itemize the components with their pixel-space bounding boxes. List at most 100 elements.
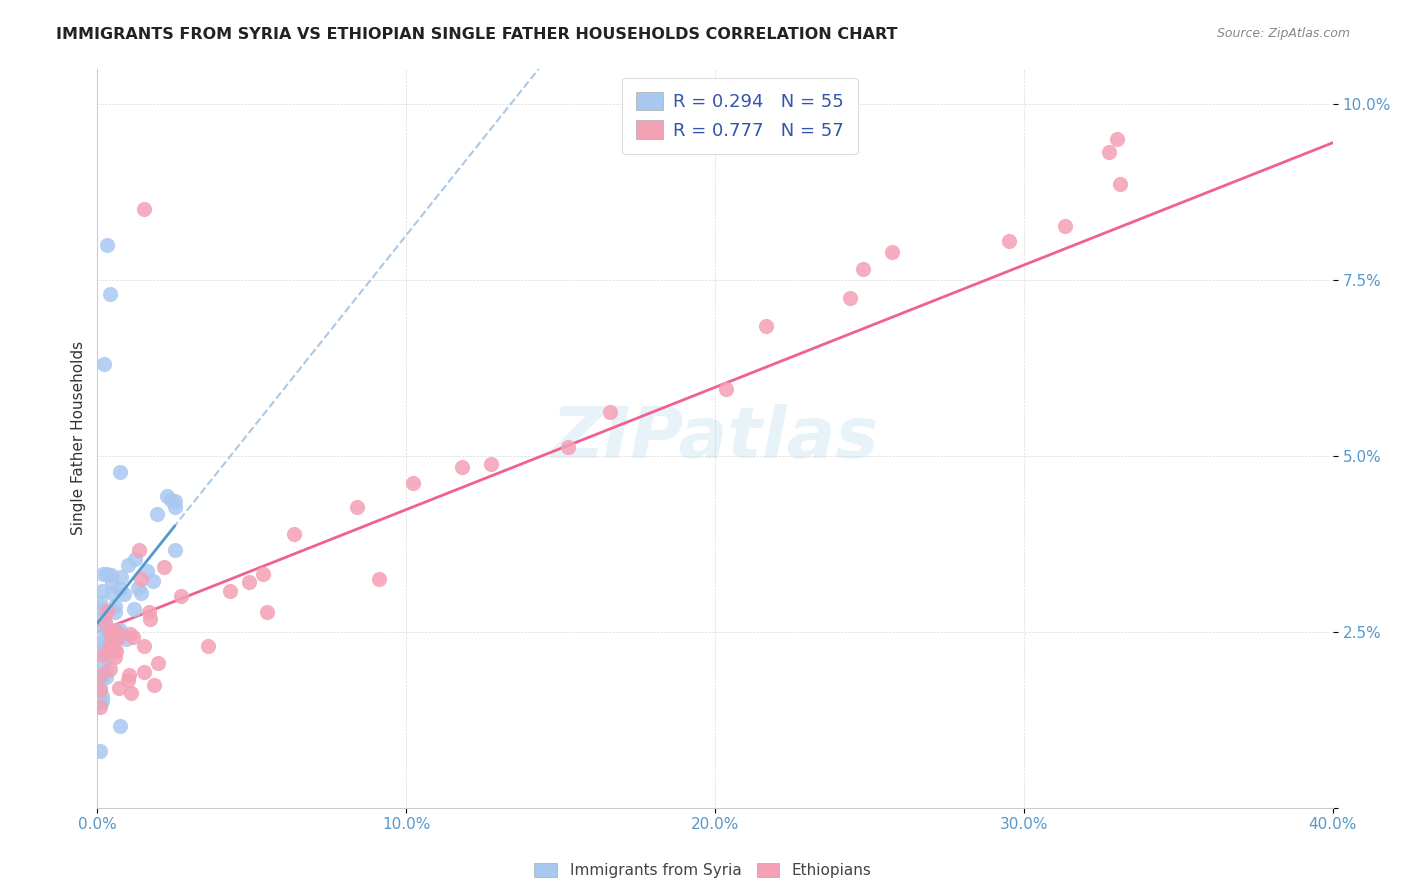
Point <box>132 665 155 680</box>
Legend: R = 0.294   N = 55, R = 0.777   N = 57: R = 0.294 N = 55, R = 0.777 N = 57 <box>621 78 858 154</box>
Point <box>156 489 179 503</box>
Text: Source: ZipAtlas.com: Source: ZipAtlas.com <box>1216 27 1350 40</box>
Point <box>89 700 111 714</box>
Point <box>96 237 118 252</box>
Point <box>128 543 150 558</box>
Point <box>110 570 132 584</box>
Point <box>129 573 152 587</box>
Point <box>89 683 111 698</box>
Point <box>108 465 131 479</box>
Point <box>163 542 186 557</box>
Point <box>252 566 274 581</box>
Point <box>90 641 112 656</box>
Point <box>89 681 111 695</box>
Point <box>96 604 118 618</box>
Point <box>142 574 165 588</box>
Point <box>90 669 112 683</box>
Point <box>368 572 391 586</box>
Point <box>283 527 305 541</box>
Point <box>90 689 112 703</box>
Point <box>94 616 117 631</box>
Point <box>1108 177 1130 191</box>
Point <box>93 615 115 630</box>
Point <box>132 640 155 654</box>
Point <box>94 669 117 683</box>
Point <box>101 641 124 656</box>
Point <box>118 627 141 641</box>
Point <box>755 319 778 334</box>
Point <box>104 599 127 613</box>
Point <box>557 440 579 454</box>
Point <box>103 632 125 647</box>
Point <box>89 696 111 710</box>
Point <box>91 633 114 648</box>
Point <box>163 500 186 514</box>
Point <box>120 686 142 700</box>
Point <box>98 625 121 640</box>
Point <box>716 382 738 396</box>
Point <box>450 460 472 475</box>
Point <box>89 595 111 609</box>
Text: IMMIGRANTS FROM SYRIA VS ETHIOPIAN SINGLE FATHER HOUSEHOLDS CORRELATION CHART: IMMIGRANTS FROM SYRIA VS ETHIOPIAN SINGL… <box>56 27 898 42</box>
Point <box>256 605 278 619</box>
Point <box>160 492 183 507</box>
Point <box>89 744 111 758</box>
Point <box>170 589 193 603</box>
Point <box>197 639 219 653</box>
Point <box>127 581 149 595</box>
Point <box>238 574 260 589</box>
Point <box>1105 132 1128 146</box>
Point <box>100 640 122 655</box>
Point <box>101 575 124 590</box>
Point <box>1053 219 1076 233</box>
Point <box>108 582 131 596</box>
Point <box>98 662 121 676</box>
Point <box>145 508 167 522</box>
Point <box>89 672 111 686</box>
Point <box>100 568 122 582</box>
Point <box>122 630 145 644</box>
Point <box>110 623 132 637</box>
Point <box>122 602 145 616</box>
Point <box>118 668 141 682</box>
Point <box>108 719 131 733</box>
Point <box>142 678 165 692</box>
Point <box>98 639 121 653</box>
Point <box>91 694 114 708</box>
Point <box>90 620 112 634</box>
Point <box>852 262 875 277</box>
Point <box>1098 145 1121 160</box>
Point <box>107 681 129 695</box>
Point <box>114 632 136 646</box>
Point <box>998 234 1021 248</box>
Point <box>880 244 903 259</box>
Point <box>91 584 114 599</box>
Point <box>89 693 111 707</box>
Point <box>838 291 860 305</box>
Point <box>105 644 128 658</box>
Point <box>104 630 127 644</box>
Point <box>132 202 155 217</box>
Point <box>219 584 242 599</box>
Text: ZIPatlas: ZIPatlas <box>551 403 879 473</box>
Point <box>117 673 139 688</box>
Point <box>104 624 127 638</box>
Point <box>124 551 146 566</box>
Point <box>91 566 114 581</box>
Point <box>138 605 160 619</box>
Point <box>93 357 115 371</box>
Point <box>96 632 118 647</box>
Point <box>131 586 153 600</box>
Point <box>98 286 121 301</box>
Point <box>107 631 129 645</box>
Point <box>103 643 125 657</box>
Point <box>146 656 169 670</box>
Point <box>599 405 621 419</box>
Point <box>96 648 118 662</box>
Point <box>97 625 120 640</box>
Point <box>402 476 425 491</box>
Point <box>100 586 122 600</box>
Point <box>96 566 118 581</box>
Point <box>346 500 368 514</box>
Point <box>94 664 117 678</box>
